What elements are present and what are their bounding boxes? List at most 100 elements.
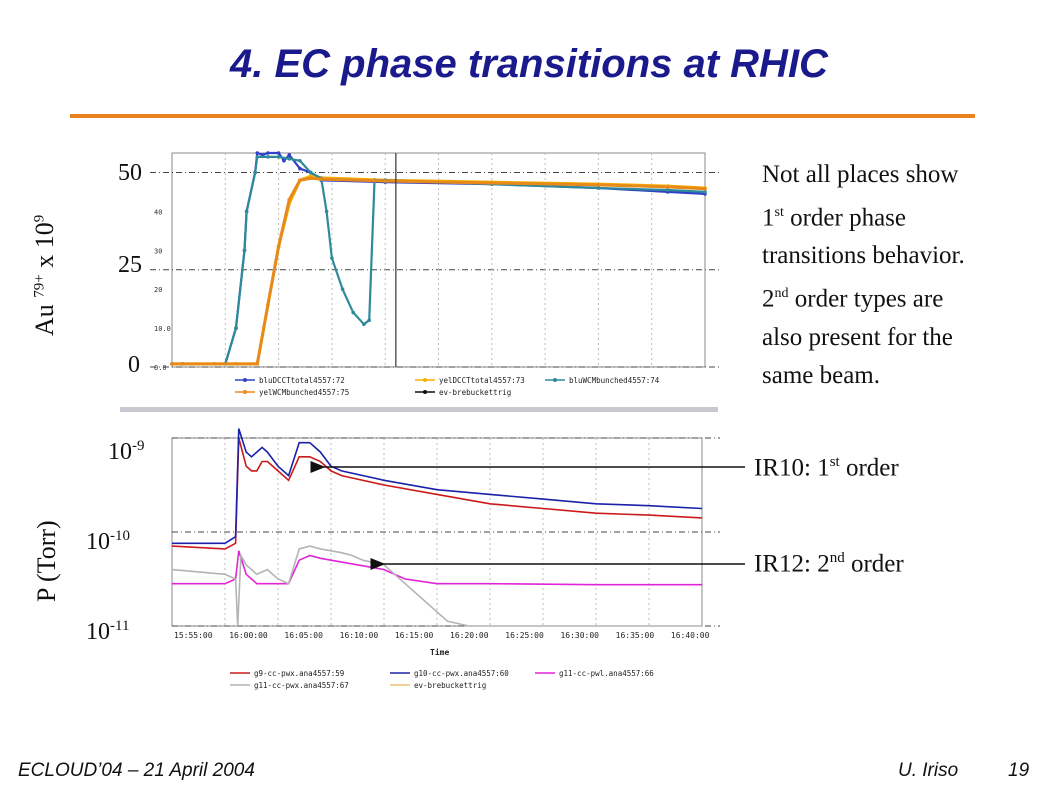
top-ytick-25: 25 <box>118 252 142 278</box>
top-series-point <box>276 155 281 159</box>
top-series-point <box>242 248 247 253</box>
ytick-base: 10 <box>86 529 110 555</box>
side-note: Not all places show 1st order phase tran… <box>762 156 1052 395</box>
bottom-chart-ylabel: P (Torr) <box>32 520 61 602</box>
top-chart-grid <box>150 152 720 368</box>
top-legend-marker <box>243 378 247 382</box>
chart-separator <box>120 407 718 412</box>
bottom-legend-label: g10-cc-pwx.ana4557:60 <box>414 669 509 678</box>
bottom-xtick-label: 16:35:00 <box>616 631 655 640</box>
bottom-chart-xlabel: Time <box>430 647 449 657</box>
top-inner-tick-label: 20 <box>154 286 162 294</box>
ir12-annotation: IR12: 2nd order <box>754 550 904 578</box>
top-series-point <box>287 157 292 161</box>
footer-left: ECLOUD’04 – 21 April 2004 <box>18 760 255 781</box>
annotation-arrows <box>310 461 745 570</box>
top-series-point <box>596 186 601 190</box>
top-series-point <box>266 155 270 159</box>
ir10-post: order <box>839 454 899 482</box>
bottom-series-line <box>171 545 702 627</box>
ylabel-mid: x 10 <box>30 222 59 275</box>
bottom-xtick-label: 16:30:00 <box>560 631 599 640</box>
bottom-xtick-label: 16:10:00 <box>340 631 379 640</box>
top-ytick-50: 50 <box>118 160 142 186</box>
top-series-point <box>276 244 281 249</box>
top-series-point <box>170 362 174 366</box>
top-series-point <box>665 188 670 192</box>
ytick-exp: -11 <box>110 618 130 634</box>
top-legend-label: bluDCCTtotal4557:72 <box>259 376 345 385</box>
footer-page: 19 <box>1008 760 1030 781</box>
top-series-point <box>255 155 260 159</box>
top-series-point <box>287 197 292 202</box>
top-series-point <box>234 326 238 330</box>
top-legend-label: yelWCMbunched4557:75 <box>259 388 349 397</box>
top-legend-marker <box>423 378 427 382</box>
top-series-point <box>330 256 334 260</box>
top-series-point <box>324 209 329 214</box>
top-series-point <box>282 158 286 163</box>
top-series-point <box>362 322 366 326</box>
top-legend-label: ev-brebuckettrig <box>439 388 511 397</box>
bottom-xtick-label: 16:40:00 <box>671 631 710 640</box>
side-line-5: also present for the <box>762 323 953 351</box>
bottom-chart-legend: g9-cc-pwx.ana4557:59 g10-cc-pwx.ana4557:6… <box>230 669 654 690</box>
top-series-point <box>351 310 356 315</box>
top-inner-tick-label: 10.0 <box>154 325 171 333</box>
top-series-point <box>298 158 302 163</box>
bottom-chart-series <box>171 428 703 627</box>
top-legend-label: yelDCCTtotal4557:73 <box>439 376 525 385</box>
top-series-point <box>665 185 670 189</box>
top-chart-series <box>170 151 707 367</box>
top-chart-inner-ticks: 40 30 20 10.0 0.0 <box>154 208 171 372</box>
top-series-point <box>276 151 281 155</box>
top-legend-label: bluWCMbunched4557:74 <box>569 376 660 385</box>
side-line-2: 1st order phase <box>762 194 1052 237</box>
bottom-xtick-label: 15:55:00 <box>174 631 213 640</box>
top-series-point <box>266 151 270 155</box>
top-series-point <box>234 362 238 366</box>
ytick-base: 10 <box>108 439 132 465</box>
bottom-legend-label: g11-cc-pwl.ana4557:66 <box>559 669 654 678</box>
top-chart-legend: bluDCCTtotal4557:72 yelDCCTtotal4557:73 bl… <box>235 376 660 397</box>
top-series-point <box>703 186 707 191</box>
ytick-exp: -10 <box>110 528 130 544</box>
bottom-legend-label: g9-cc-pwx.ana4557:59 <box>254 669 344 678</box>
top-series-point <box>367 318 372 323</box>
top-chart-ylabel: Au 79+ x 109 <box>30 215 60 336</box>
bottom-xtick-label: 16:15:00 <box>395 631 434 640</box>
top-inner-tick-label: 0.0 <box>154 364 167 372</box>
top-series-point <box>255 151 260 155</box>
side-line-2-pre: 1 <box>762 204 775 232</box>
bottom-ytick-1e-10: 10-10 <box>86 528 130 556</box>
top-legend-marker <box>553 378 557 382</box>
bottom-series-line <box>172 428 703 545</box>
top-inner-tick-label: 40 <box>154 208 162 216</box>
top-ytick-0: 0 <box>128 352 140 378</box>
top-series-point <box>308 170 313 175</box>
top-series-point <box>703 190 707 194</box>
slide-title: 4. EC phase transitions at RHIC <box>230 42 828 86</box>
bottom-xtick-label: 16:20:00 <box>450 631 489 640</box>
side-line-4-post: order types are <box>788 285 944 313</box>
footer-author: U. Iriso <box>898 760 959 781</box>
bottom-xtick-label: 16:25:00 <box>505 631 544 640</box>
side-line-2-post: order phase <box>783 204 907 232</box>
top-series-point <box>340 287 345 291</box>
ir10-sup: st <box>829 454 840 470</box>
ir10-annotation: IR10: 1st order <box>754 454 899 482</box>
top-chart: 40 30 20 10.0 0.0 bluDCCTtotal4557:72 yelDCCT… <box>150 145 720 407</box>
top-series-point <box>287 153 292 157</box>
top-legend-marker <box>243 390 247 394</box>
top-series-point <box>298 178 302 183</box>
side-line-3: transitions behavior. <box>762 242 965 270</box>
top-series-point <box>266 302 270 307</box>
bottom-ytick-1e-11: 10-11 <box>86 618 129 646</box>
bottom-legend-label: g11-cc-pwx.ana4557:67 <box>254 681 349 690</box>
side-line-2-sup: st <box>774 205 784 220</box>
title-divider <box>70 114 975 118</box>
bottom-xtick-label: 16:00:00 <box>229 631 268 640</box>
bottom-ytick-1e-9: 10-9 <box>108 438 145 466</box>
ir12-pre: IR12: 2 <box>754 550 830 578</box>
top-series-point <box>596 183 601 187</box>
